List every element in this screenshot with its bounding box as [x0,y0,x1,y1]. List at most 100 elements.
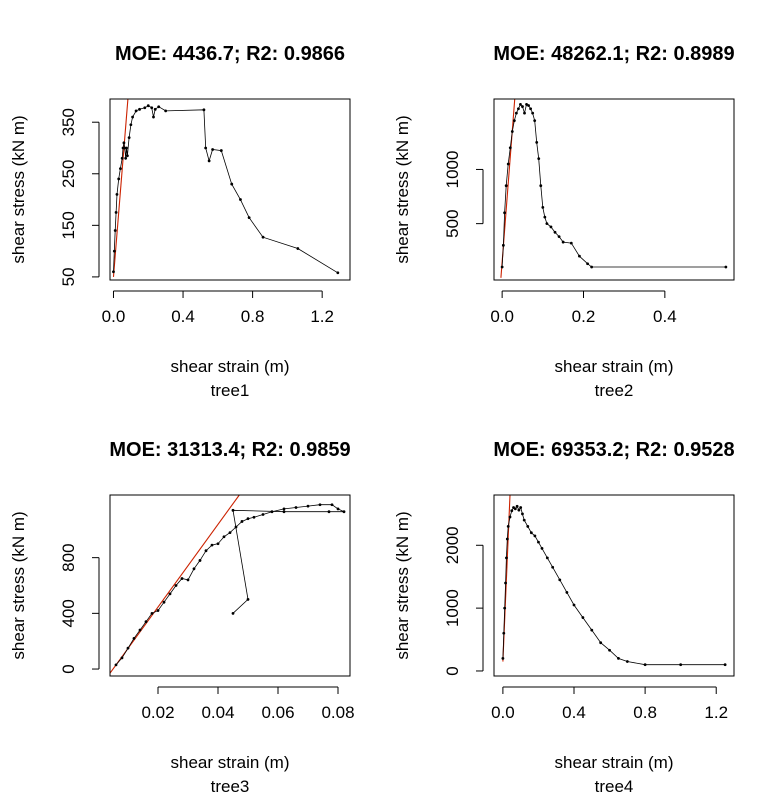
chart-title: MOE: 31313.4; R2: 0.9859 [109,439,350,461]
data-point [168,592,172,596]
data-point [143,106,147,110]
data-point [246,598,250,601]
data-point [231,611,235,615]
data-point [234,525,238,529]
data-point [526,525,530,528]
data-point [522,518,526,522]
x-axis-label: shear strain (m) [170,753,289,772]
data-point [117,177,121,181]
data-point [125,154,129,158]
data-point [501,243,505,247]
x-tick-label: 0.8 [633,703,657,722]
data-point [342,510,346,514]
data-point [129,123,133,127]
data-point [517,508,521,512]
subplot-label: tree1 [211,381,250,400]
data-point [508,146,512,150]
data-point [551,565,555,569]
data-point [294,506,298,509]
y-tick-label: 500 [443,209,462,237]
data-point [216,542,220,546]
data-point [192,567,196,571]
data-point [521,512,524,516]
subplot-label: tree2 [595,381,634,400]
data-point [247,216,251,220]
subplot-label: tree3 [211,777,250,796]
chart-panel-2: MOE: 48262.1; R2: 0.8989 shear stress (kN… [393,43,735,400]
chart-title: MOE: 4436.7; R2: 0.9866 [115,43,345,65]
data-point [679,663,683,667]
plot-frame [109,98,351,281]
data-point [153,107,157,111]
data-point [138,628,142,632]
data-point [617,657,620,660]
data-point [174,584,178,587]
x-tick-label: 0.06 [261,703,294,722]
y-tick-label: 150 [59,211,78,239]
data-point [150,611,154,615]
plot-frame [493,98,735,281]
data-point [125,146,128,150]
data-point [112,270,115,274]
data-point [537,157,541,161]
data-point [503,211,506,215]
x-tick-label: 0.0 [491,703,515,722]
data-point [211,148,215,151]
data-point [270,510,274,514]
chart-panel-1: MOE: 4436.7; R2: 0.9866 shear stress (kN … [9,43,351,400]
data-point [156,609,160,612]
data-point [625,660,629,663]
data-point [505,537,509,541]
data-point [336,271,340,275]
data-point [510,509,514,513]
x-tick-label: 0.02 [141,703,174,722]
data-point [590,265,594,269]
data-point [503,606,507,610]
data-point [157,105,161,109]
data-point [557,235,561,239]
y-tick-label: 400 [59,599,78,627]
data-point [228,531,232,534]
data-point [240,520,244,523]
data-point [122,141,126,145]
x-tick-label: 0.2 [572,307,596,326]
data-point [539,184,543,188]
data-point [599,641,603,645]
data-point [505,556,508,560]
data-point [553,230,557,234]
data-point [724,265,728,269]
series-line [113,105,339,274]
data-point [114,663,118,667]
data-point [549,225,553,229]
x-axis-label: shear strain (m) [554,357,673,376]
data-point [506,162,510,166]
data-point [112,249,116,253]
data-point [115,192,119,196]
data-point [529,531,533,535]
data-point [330,503,334,507]
data-point [150,106,154,110]
x-tick-label: 0.4 [562,703,586,722]
data-point [723,663,727,667]
data-point [180,577,184,580]
data-point [144,620,148,624]
y-axis-label: shear stress (kN m) [9,115,28,263]
y-tick-label: 2000 [443,526,462,564]
data-point [113,229,117,232]
data-point [643,663,647,667]
series-line [115,504,345,666]
x-tick-label: 1.2 [704,703,728,722]
data-point [306,504,310,508]
data-point [519,506,523,509]
y-axis-label: shear stress (kN m) [393,511,412,659]
data-point [131,115,135,119]
data-point [126,646,130,650]
x-tick-label: 0.0 [102,307,126,326]
data-point [535,140,539,144]
data-point [134,109,138,113]
data-point [207,159,211,163]
data-point [513,507,517,511]
data-point [124,156,128,160]
data-point [222,535,226,539]
